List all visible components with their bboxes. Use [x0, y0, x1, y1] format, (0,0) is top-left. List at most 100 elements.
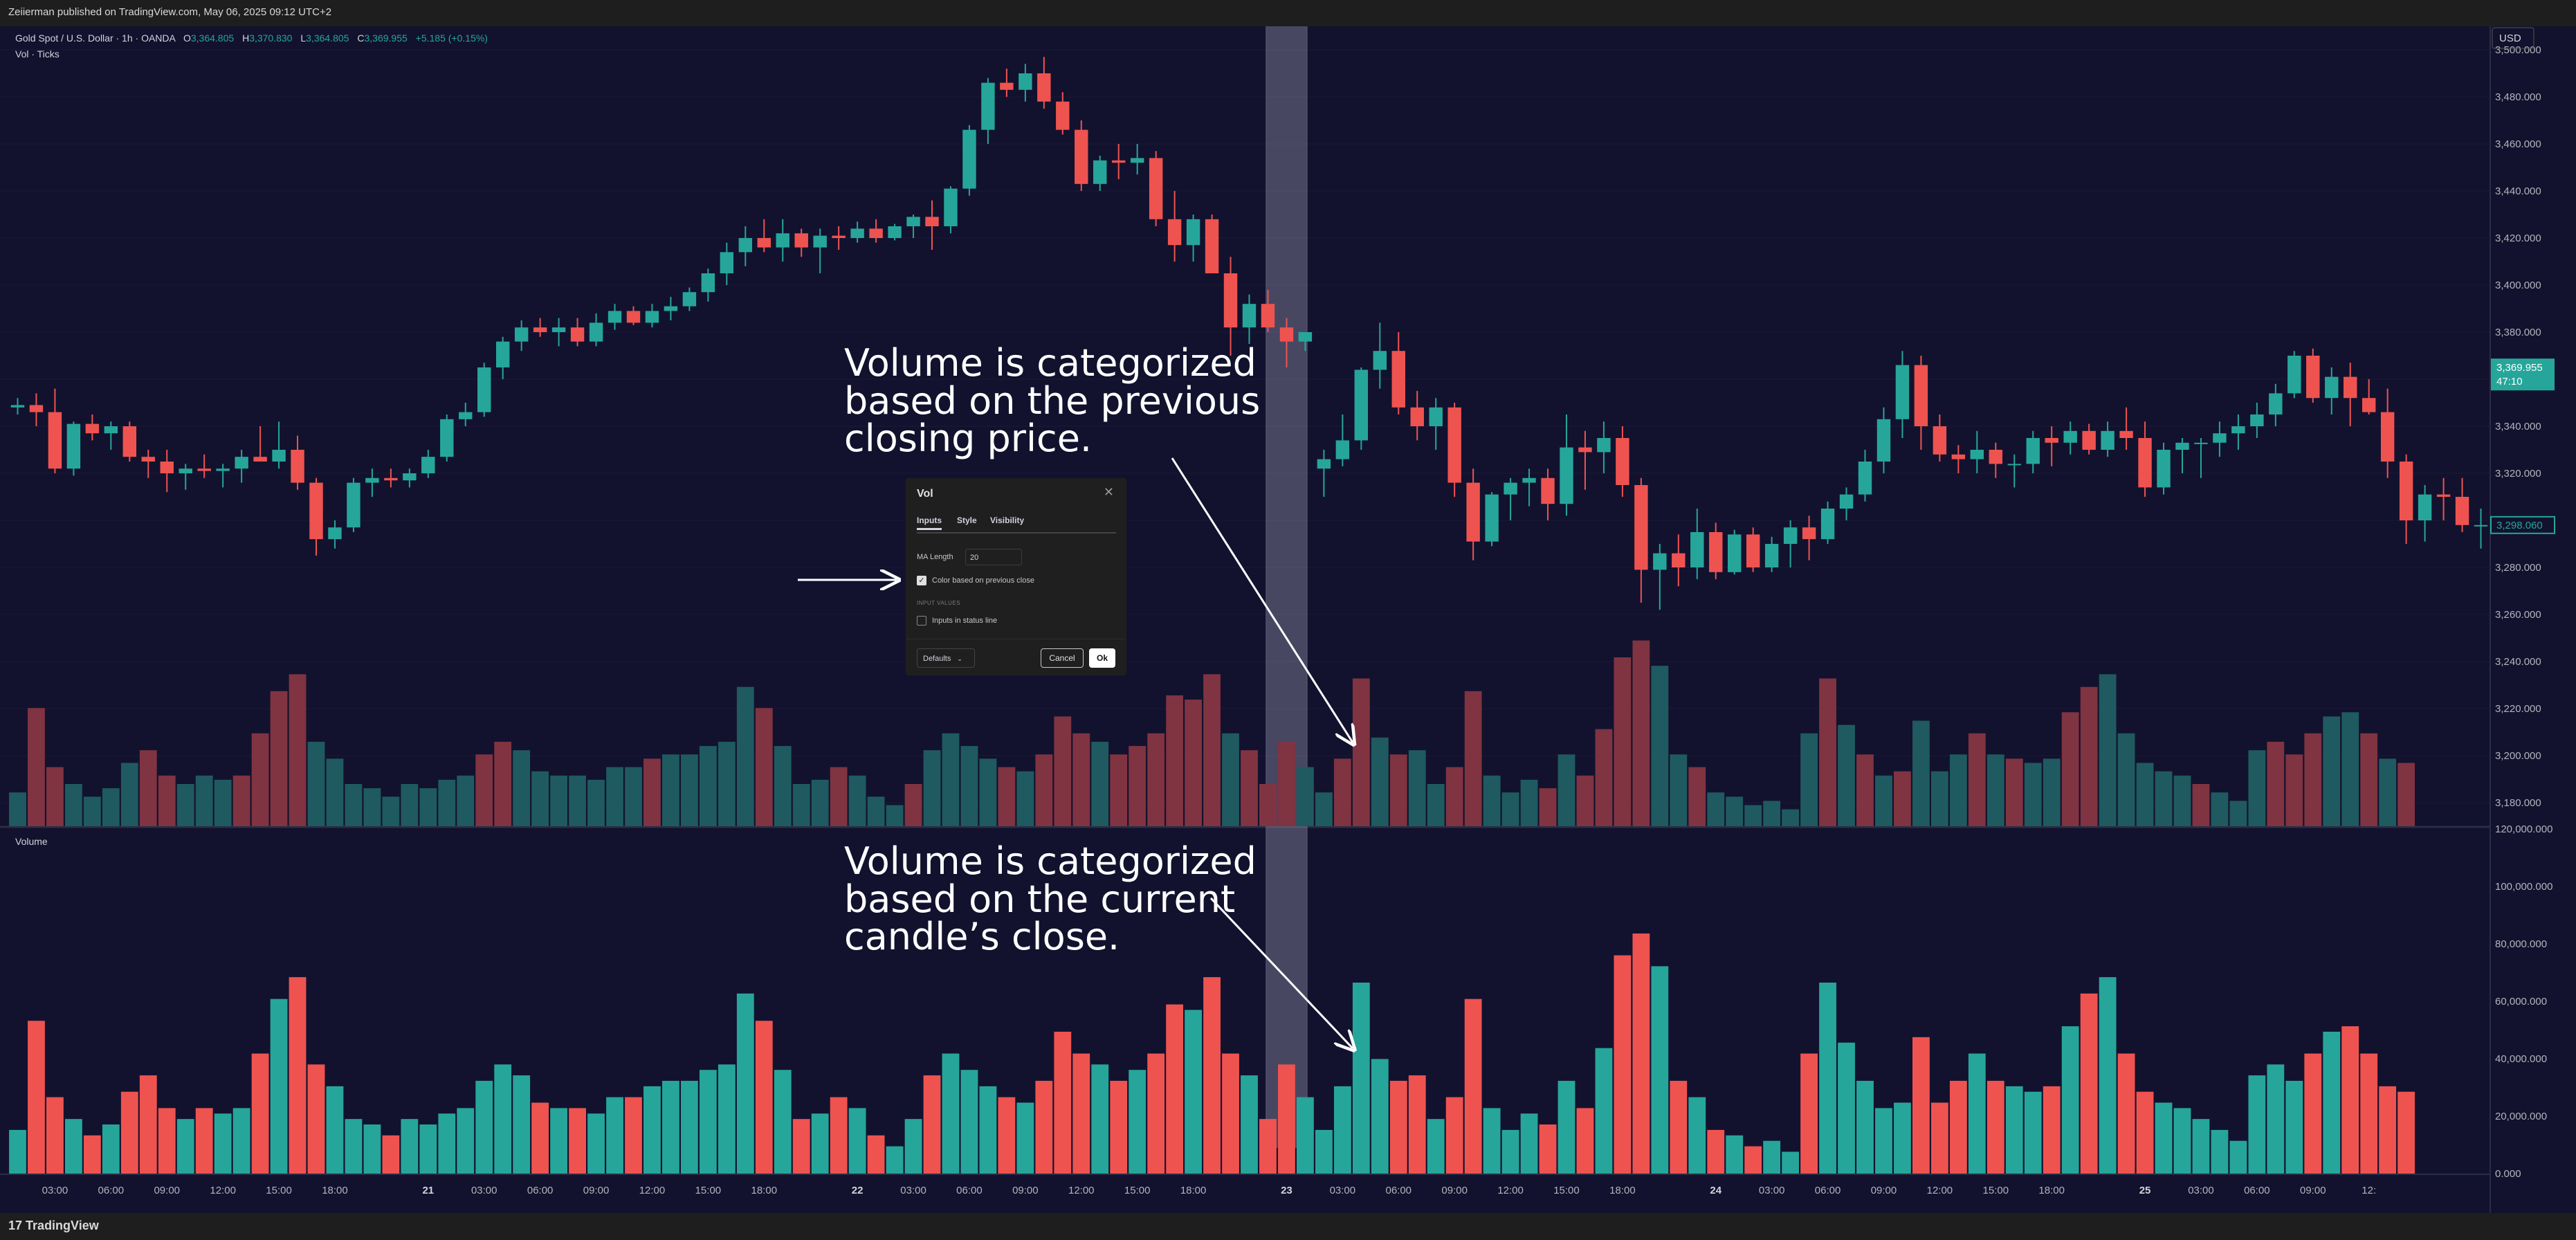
vol-ticks-bar [475, 754, 493, 826]
volume-bar [475, 1080, 493, 1174]
vol-ticks-bar [1203, 674, 1221, 826]
currency-label[interactable]: USD [2499, 33, 2521, 44]
volume-bar [102, 1124, 120, 1174]
vol-ticks-bar [606, 767, 623, 826]
tradingview-logo[interactable]: 17 TradingView [8, 1219, 99, 1233]
volume-bar [2397, 1091, 2415, 1174]
vol-ticks-bar [625, 767, 642, 826]
time-axis[interactable]: 03:00 06:00 09:00 12:00 15:00 18:00 21 03:00 06:… [42, 1185, 2376, 1196]
candle-body [925, 217, 939, 226]
vol-ticks-bar [102, 788, 120, 826]
volume-bar [1968, 1053, 1986, 1174]
ma-length-input[interactable]: 20 [965, 549, 1022, 565]
vol-ticks-bar [531, 771, 549, 826]
volume-bar [1688, 1097, 1706, 1174]
candle-body [1429, 407, 1443, 426]
vol-ticks-bar [494, 742, 512, 826]
candle-body [1466, 482, 1480, 542]
time-tick-label: 03:00 [2188, 1185, 2214, 1196]
candle-body [1205, 219, 1219, 273]
time-tick-label: 06:00 [2244, 1185, 2270, 1196]
tab-style[interactable]: Style [957, 516, 977, 525]
high-value: 3,370.830 [249, 33, 292, 44]
candle-body [608, 311, 622, 323]
close-icon[interactable]: ✕ [1103, 485, 1114, 499]
tab-inputs[interactable]: Inputs [917, 516, 942, 530]
last-price-marker: 3,369.955 47:10 [2491, 358, 2555, 391]
tab-visibility[interactable]: Visibility [990, 516, 1025, 525]
price-tick-label: 3,340.000 [2495, 421, 2541, 432]
price-axis-background [2491, 26, 2576, 1213]
vol-ticks-bar [139, 750, 157, 826]
time-tick-label: 15:00 [1124, 1185, 1151, 1196]
vol-ticks-bar [2117, 733, 2135, 826]
vol-ticks-bar [942, 733, 960, 826]
highlight-rect [1266, 26, 1308, 1148]
vol-ticks-bar [2229, 801, 2247, 826]
candle-body [2474, 525, 2488, 527]
currency-box[interactable] [2492, 27, 2534, 49]
vol-ticks-bar [680, 754, 698, 826]
candle-body [1541, 477, 1555, 504]
volume-bar [1912, 1037, 1930, 1174]
time-tick-label: 18:00 [751, 1185, 778, 1196]
vol-ticks-bar [345, 784, 363, 826]
vol-ticks-bar [2248, 750, 2266, 826]
inputs-status-line-label[interactable]: Inputs in status line [932, 617, 998, 625]
indicator-label[interactable]: Vol · Ticks [15, 48, 60, 60]
candle-body [1242, 304, 1257, 328]
grid [0, 49, 2490, 803]
volume-bar [1054, 1031, 1072, 1174]
color-previous-close-checkbox[interactable]: ✓ [917, 576, 926, 585]
volume-bar [1651, 966, 1669, 1174]
volume-bar [1072, 1053, 1090, 1174]
vol-ticks-bar [2192, 784, 2210, 826]
vol-ticks-bar [1297, 767, 1314, 826]
color-previous-close-label[interactable]: Color based on previous close [932, 576, 1034, 585]
ok-button[interactable]: Ok [1089, 648, 1115, 668]
low-value: 3,364.805 [306, 33, 349, 44]
volume-bar [1147, 1053, 1165, 1174]
candle-body [403, 473, 417, 481]
candle-body [1634, 485, 1648, 570]
marker-price-text: 3,298.060 [2496, 520, 2543, 531]
candle-body [533, 327, 547, 332]
volume-bar [1782, 1151, 1800, 1174]
vol-ticks-bar [1614, 657, 1632, 826]
indicator-settings-dialog[interactable]: Vol ✕ Inputs Style Visibility MA Length … [906, 478, 1126, 675]
candle-body [645, 311, 659, 323]
annotation-bottom-line-2: based on the current [844, 877, 1235, 921]
volume-bar [979, 1086, 997, 1174]
time-tick-label: 06:00 [1385, 1185, 1412, 1196]
candle-body [1391, 351, 1405, 408]
volume-bar [46, 1097, 64, 1174]
defaults-label: Defaults [923, 655, 951, 663]
candle-body [2306, 356, 2320, 399]
candle-body [1839, 494, 1854, 509]
volume-bar [1501, 1129, 1519, 1174]
defaults-dropdown[interactable]: Defaults ⌄ [917, 648, 975, 668]
volume-bar [960, 1070, 978, 1174]
volume-bar [1315, 1129, 1333, 1174]
vol-ticks-bar [382, 796, 400, 826]
cancel-button[interactable]: Cancel [1041, 648, 1084, 668]
chart-area[interactable]: 3,180.000 3,200.000 3,220.000 3,240.000 3,26… [0, 26, 2576, 1213]
candle-body [2231, 426, 2245, 434]
inputs-status-line-checkbox[interactable] [917, 616, 926, 626]
time-tick-label: 18:00 [1609, 1185, 1636, 1196]
volume-bar [1259, 1119, 1277, 1174]
vol-ticks-bar [1856, 754, 1874, 826]
vol-ticks-bar [1986, 754, 2004, 826]
volume-pane-label[interactable]: Volume [15, 836, 48, 847]
volume-bar [1091, 1064, 1109, 1174]
volume-bar [2061, 1026, 2079, 1174]
volume-bar [1558, 1080, 1575, 1174]
candle-body [551, 327, 566, 332]
candle-body [1522, 477, 1536, 483]
volume-bar [64, 1119, 82, 1174]
candle-body [1820, 509, 1835, 540]
time-tick-label: 21 [422, 1185, 434, 1196]
vol-ticks-bar [1912, 720, 1930, 826]
volume-bar [1408, 1075, 1426, 1174]
vol-ticks-bar [1333, 758, 1351, 826]
